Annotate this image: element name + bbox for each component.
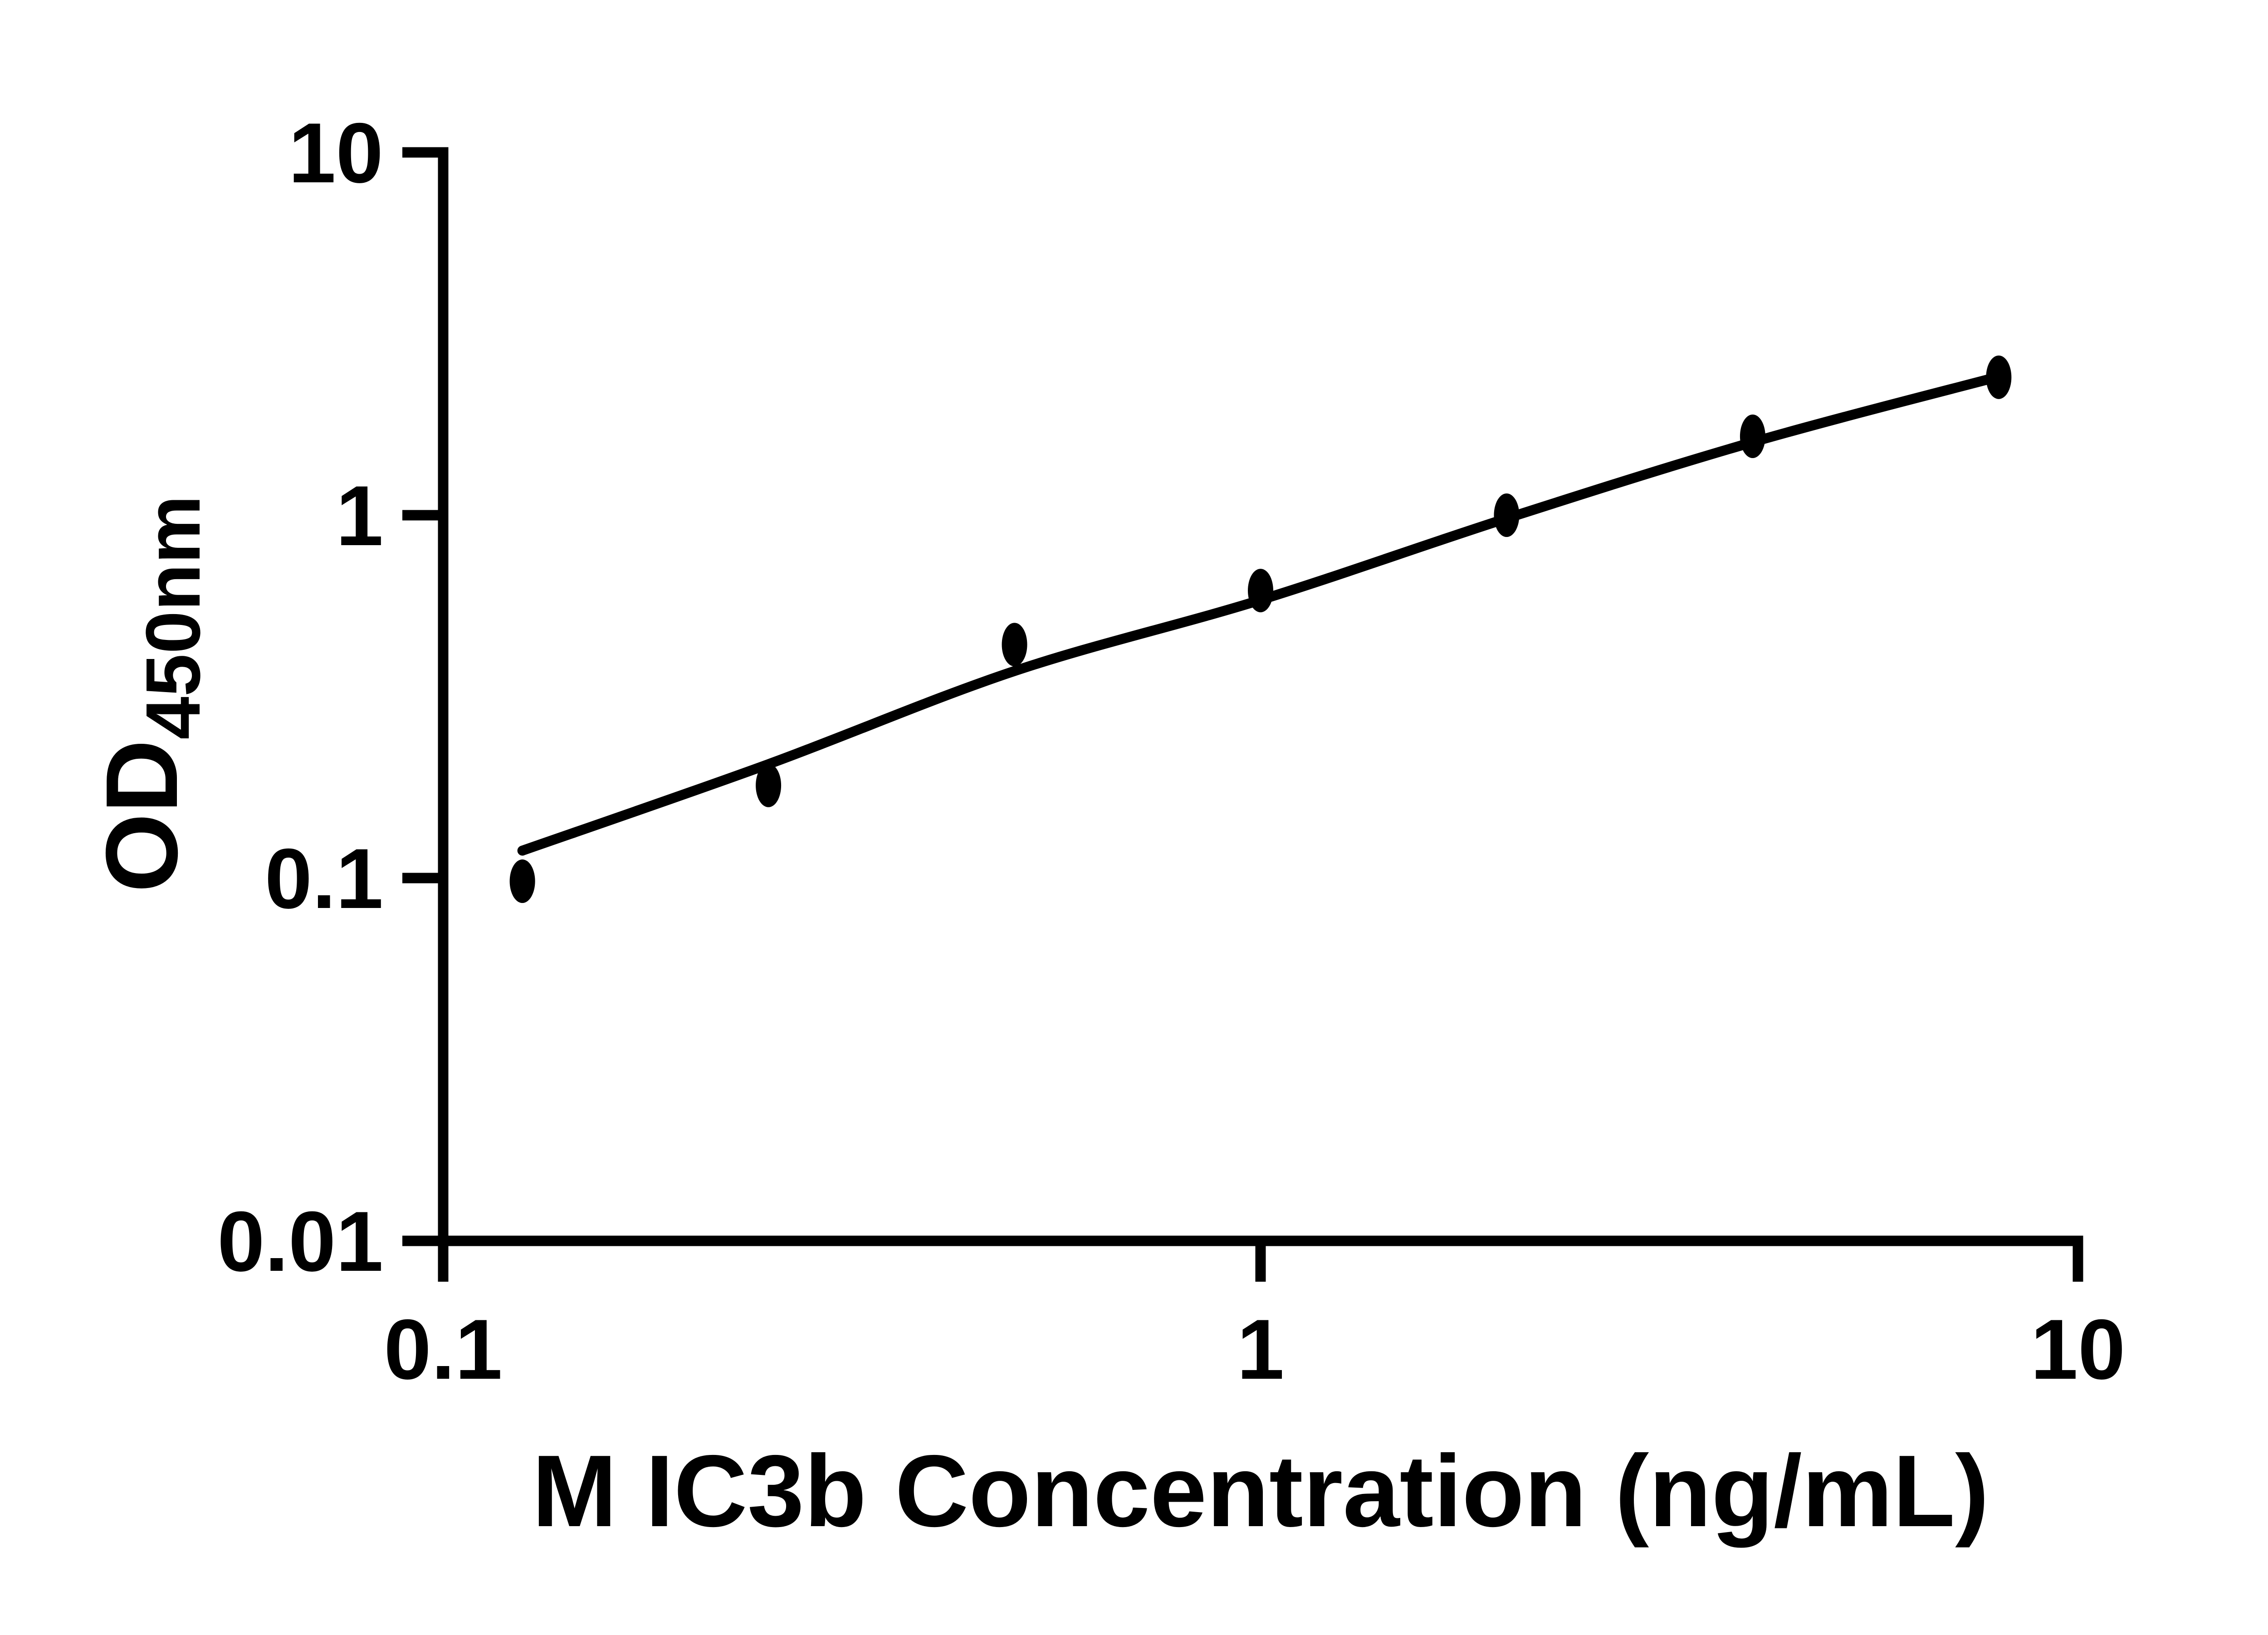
- data-point: [1494, 493, 1520, 537]
- y-axis-title: OD450nm: [84, 495, 216, 893]
- data-point: [1248, 569, 1273, 613]
- y-tick-label: 1: [336, 468, 383, 563]
- y-tick-label: 0.1: [265, 831, 383, 926]
- fit-curve: [517, 371, 2004, 856]
- x-axis-title: M IC3b Concentration (ng/mL): [532, 1434, 1989, 1548]
- data-point: [756, 763, 782, 807]
- data-point: [1986, 355, 2012, 399]
- data-point: [509, 859, 535, 903]
- x-tick-label: 10: [2030, 1302, 2125, 1397]
- y-axis-title-subscript: 450nm: [130, 495, 216, 740]
- x-tick-label: 1: [1237, 1302, 1285, 1397]
- y-axis-title-base: OD: [84, 740, 199, 893]
- data-point: [1002, 623, 1027, 667]
- y-tick-label: 0.01: [217, 1194, 383, 1289]
- y-tick-label: 10: [288, 105, 383, 200]
- axis-spine: [438, 147, 2083, 1246]
- x-tick-label: 0.1: [384, 1302, 502, 1397]
- data-point: [1740, 415, 1765, 459]
